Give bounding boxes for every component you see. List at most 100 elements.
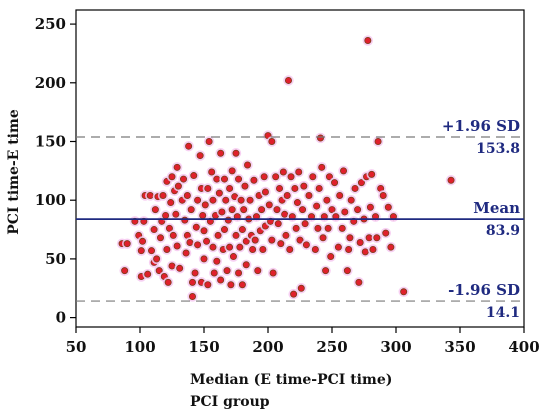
x-tick-label: 400 — [508, 338, 539, 356]
data-point — [186, 204, 197, 215]
data-point — [287, 211, 298, 222]
data-point — [137, 236, 148, 247]
data-point — [188, 170, 199, 181]
data-points — [116, 35, 457, 302]
data-point — [142, 268, 153, 280]
data-point — [207, 241, 219, 253]
data-point — [378, 190, 389, 201]
data-point — [329, 177, 340, 188]
x-tick-label: 50 — [66, 338, 87, 356]
y-tick-label: 200 — [35, 74, 66, 92]
data-point — [237, 279, 248, 290]
data-point — [241, 259, 252, 270]
data-point — [237, 224, 248, 235]
data-point — [219, 173, 230, 185]
data-point — [293, 166, 304, 178]
reference-annotations: +1.96 SD 153.8 Mean 83.9 -1.96 SD 14.1 — [442, 117, 520, 321]
data-point — [119, 265, 130, 276]
data-point — [321, 195, 333, 206]
data-point — [312, 223, 324, 234]
y-tick-label: 150 — [35, 132, 66, 150]
data-point — [162, 277, 174, 288]
data-point — [194, 150, 206, 161]
data-point — [266, 234, 278, 246]
data-point — [256, 204, 267, 215]
data-point — [174, 263, 185, 274]
data-point — [296, 283, 307, 294]
data-point — [307, 171, 318, 182]
data-point — [198, 225, 210, 236]
data-point — [322, 223, 334, 234]
data-point — [192, 239, 203, 251]
data-point — [168, 230, 179, 241]
y-axis-title: PCI time-E time — [6, 109, 22, 235]
data-point — [383, 202, 394, 213]
upper-label: +1.96 SD — [442, 117, 520, 135]
data-point — [337, 223, 348, 234]
data-point — [215, 148, 226, 159]
data-point — [179, 214, 190, 226]
data-point — [198, 253, 210, 265]
data-point — [380, 227, 391, 239]
y-tick-label: 100 — [35, 191, 66, 209]
data-point — [306, 211, 317, 222]
data-point — [354, 237, 366, 248]
data-point — [353, 277, 365, 288]
data-point — [165, 197, 176, 208]
data-point — [352, 204, 363, 215]
data-point — [203, 136, 215, 147]
data-point — [297, 204, 308, 215]
data-point — [242, 159, 253, 171]
data-point — [248, 175, 260, 186]
data-point — [274, 183, 285, 194]
data-point — [346, 195, 357, 206]
y-tick-label: 0 — [56, 309, 66, 327]
data-point — [216, 206, 228, 218]
data-point — [187, 277, 198, 288]
data-point — [122, 238, 133, 249]
data-point — [207, 195, 219, 206]
data-point — [319, 211, 330, 222]
data-point — [219, 224, 230, 235]
data-point — [330, 211, 342, 222]
data-point — [178, 173, 189, 185]
data-point — [138, 216, 150, 227]
data-point — [247, 244, 258, 255]
data-point — [239, 180, 251, 192]
data-point — [166, 171, 178, 182]
data-point — [388, 211, 399, 222]
data-point — [226, 165, 238, 177]
data-point — [250, 234, 261, 246]
data-point — [233, 267, 244, 279]
data-point — [338, 165, 349, 177]
data-point — [317, 232, 329, 243]
data-point — [316, 162, 327, 173]
data-point — [161, 244, 173, 255]
x-axis-title: Median (E time-PCI time) — [190, 372, 392, 388]
data-point — [171, 162, 183, 173]
data-point — [362, 35, 374, 46]
data-point — [275, 238, 286, 249]
data-point — [220, 195, 231, 206]
data-point — [202, 279, 214, 290]
data-point — [333, 241, 344, 253]
data-point — [339, 206, 350, 218]
data-point — [160, 210, 171, 221]
data-point — [211, 256, 222, 267]
data-point — [189, 267, 201, 279]
data-point — [280, 230, 292, 241]
x-tick-label: 350 — [444, 338, 475, 356]
data-point — [370, 211, 381, 222]
data-point — [320, 265, 331, 276]
data-point — [299, 218, 311, 229]
data-point — [445, 175, 457, 186]
data-point — [290, 223, 302, 234]
data-point — [148, 224, 160, 235]
data-point — [334, 190, 345, 201]
x-tick-label: 250 — [316, 338, 347, 356]
data-point — [315, 132, 326, 144]
data-point — [171, 240, 183, 252]
y-tick-label: 50 — [45, 250, 66, 268]
data-point — [215, 274, 226, 286]
